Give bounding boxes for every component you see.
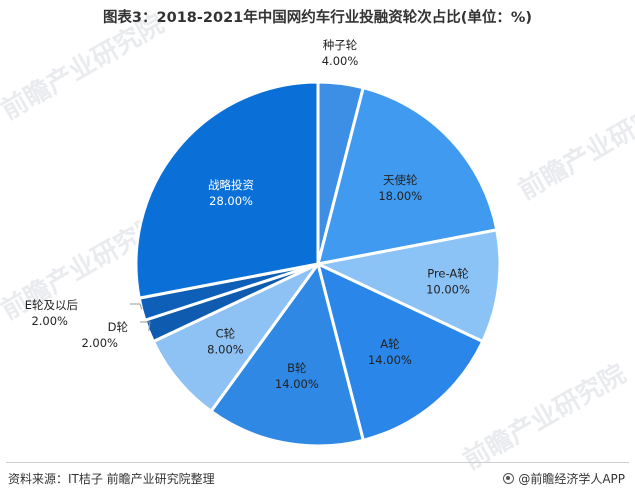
slice-label-9: 战略投资 [208,178,254,192]
pie-slice-2 [316,86,499,266]
leader-lines [130,303,151,332]
slice-value-4: 14.00% [368,353,412,367]
brand: @前瞻经济学人APP [503,470,625,487]
slice-label-8: E轮及以后 [25,298,78,312]
slice-value-2: 18.00% [378,189,422,203]
watermark-1: 前瞻产业研究院 [0,8,169,126]
leader-line-7 [140,321,151,332]
slice-label-3: Pre-A轮 [427,266,469,280]
watermark-5: 前瞻产业研究院 [513,88,635,206]
pie-slice-9 [134,80,320,300]
pie-slice-6 [151,262,320,413]
pie-slice-5 [209,262,365,448]
pie-slice-3 [316,228,502,343]
slice-value-7: 2.00% [81,336,118,350]
chart-title: 图表3：2018-2021年中国网约车行业投融资轮次占比(单位：%) [102,10,533,26]
watermark-4: 前瞻产业研究院 [458,358,631,476]
slice-value-3: 10.00% [426,282,470,296]
leader-line-8 [130,303,143,310]
footer-divider [6,462,629,463]
slice-label-7: D轮 [108,320,129,334]
slice-label-1: 种子轮 [323,38,358,52]
slice-value-9: 28.00% [209,194,253,208]
slice-value-8: 2.00% [31,314,68,328]
slice-label-4: A轮 [380,337,400,351]
slice-value-5: 14.00% [275,377,319,391]
slice-label-2: 天使轮 [383,173,418,187]
pie-slices [134,80,502,448]
slice-value-1: 4.00% [322,54,359,68]
brand-logo-icon [503,473,515,484]
pie-slice-4 [316,262,485,442]
slice-labels: 种子轮 4.00% 天使轮 18.00% Pre-A轮 10.00% A轮 14.00% B轮 1… [25,38,470,391]
slice-value-6: 8.00% [207,343,244,357]
brand-text: @前瞻经济学人APP [518,472,625,486]
slice-label-5: B轮 [287,361,307,375]
slice-label-6: C轮 [216,327,236,341]
source-note: 资料来源：IT桔子 前瞻产业研究院整理 [8,472,215,486]
